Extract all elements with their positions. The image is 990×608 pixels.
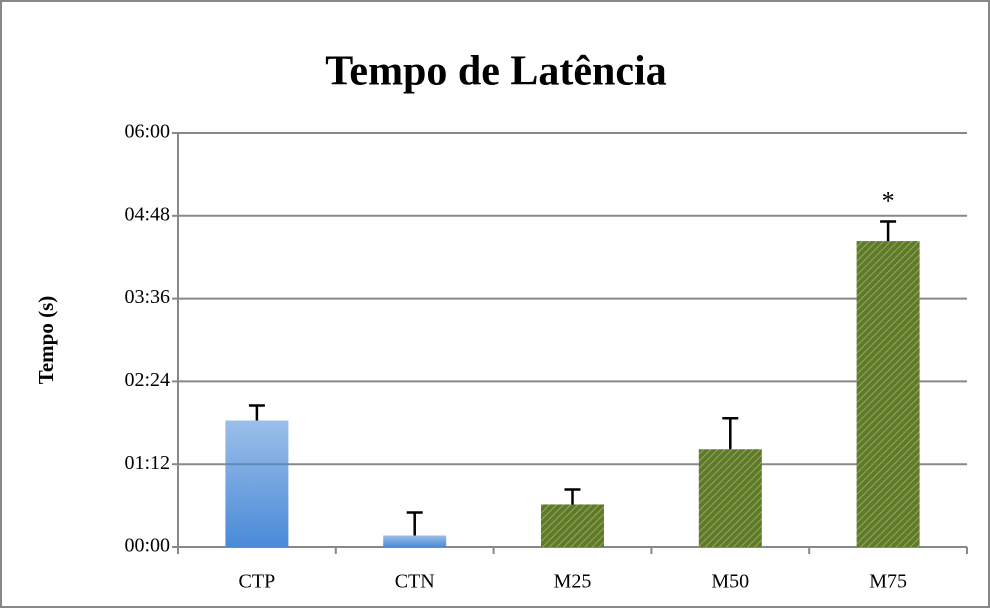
- y-axis-label: Tempo (s): [34, 296, 58, 384]
- error-bar: [722, 416, 739, 450]
- error-bar: [406, 511, 423, 536]
- annotation: *: [882, 187, 895, 216]
- error-bar: [248, 404, 265, 421]
- y-tick-label: 02:24: [124, 369, 170, 391]
- error-bar: [880, 220, 897, 242]
- y-tick-label: 04:48: [124, 203, 170, 225]
- y-tick-label: 01:12: [124, 452, 170, 474]
- bar: [383, 535, 447, 547]
- x-tick-label: CTN: [395, 571, 435, 593]
- x-tick-label: M25: [554, 571, 592, 593]
- bar: [541, 504, 604, 547]
- bar: [856, 241, 920, 547]
- x-tick-label: CTP: [239, 571, 276, 593]
- chart-title: Tempo de Latência: [325, 49, 666, 95]
- y-tick-label: 00:00: [124, 535, 170, 557]
- y-tick-label: 03:36: [124, 286, 170, 308]
- bar: [698, 449, 762, 547]
- y-tick-label: 06:00: [124, 121, 170, 143]
- x-tick-label: M75: [869, 571, 907, 593]
- bar: [225, 420, 289, 547]
- x-tick-label: M50: [711, 571, 749, 593]
- error-bar: [564, 488, 581, 505]
